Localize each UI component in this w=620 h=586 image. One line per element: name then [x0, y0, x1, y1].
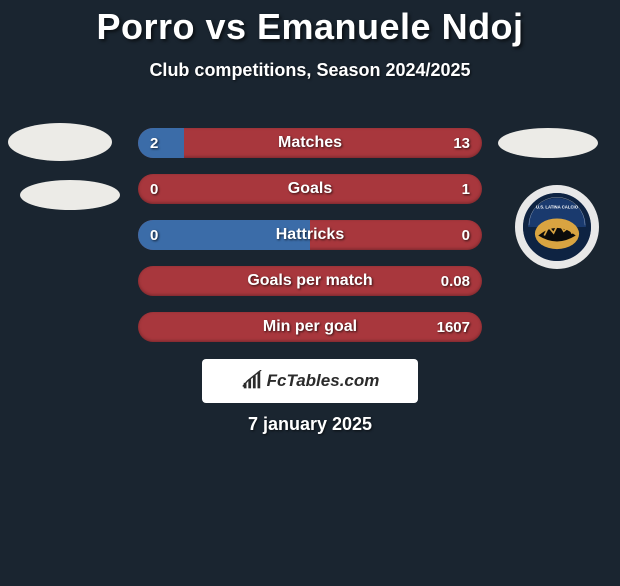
stat-right-value: 1607 — [437, 312, 470, 342]
stat-label: Goals — [138, 174, 482, 204]
stat-right-value: 13 — [453, 128, 470, 158]
source-logo-text: FcTables.com — [267, 371, 380, 391]
stat-right-value: 0.08 — [441, 266, 470, 296]
club-badge-icon: U.S. LATINA CALCIO — [523, 193, 591, 261]
page-title: Porro vs Emanuele Ndoj — [0, 6, 620, 48]
date-text: 7 january 2025 — [0, 414, 620, 435]
stat-label: Goals per match — [138, 266, 482, 296]
stat-right-value: 1 — [462, 174, 470, 204]
player-right-club-badge: U.S. LATINA CALCIO — [515, 185, 599, 269]
stat-label: Matches — [138, 128, 482, 158]
club-badge-text: U.S. LATINA CALCIO — [536, 204, 579, 209]
stat-row: 2Matches13 — [138, 128, 482, 158]
bar-chart-icon — [241, 370, 263, 392]
stat-label: Hattricks — [138, 220, 482, 250]
source-logo: FcTables.com — [202, 359, 418, 403]
stat-row: 0Hattricks0 — [138, 220, 482, 250]
player-left-club — [20, 180, 120, 210]
subtitle: Club competitions, Season 2024/2025 — [0, 60, 620, 81]
stat-label: Min per goal — [138, 312, 482, 342]
stat-rows: 2Matches130Goals10Hattricks0Goals per ma… — [138, 128, 482, 358]
player-right-avatar — [498, 128, 598, 158]
stat-row: Min per goal1607 — [138, 312, 482, 342]
stat-right-value: 0 — [462, 220, 470, 250]
player-left-avatar — [8, 123, 112, 161]
stat-row: Goals per match0.08 — [138, 266, 482, 296]
stat-row: 0Goals1 — [138, 174, 482, 204]
